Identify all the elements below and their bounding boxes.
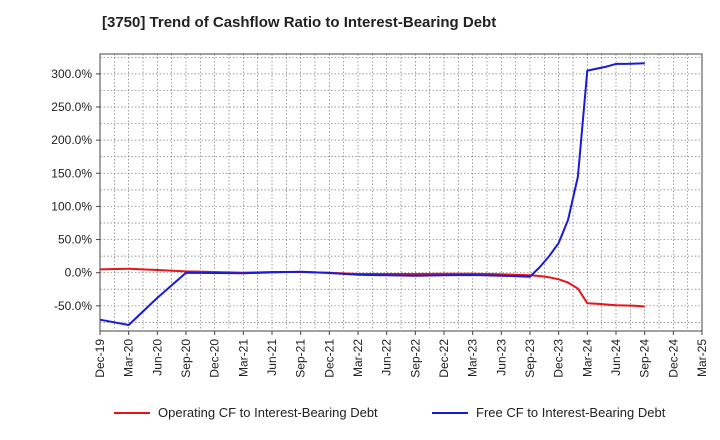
legend-swatch-operating-cf xyxy=(114,411,150,414)
y-tick-label: 100.0% xyxy=(51,199,92,213)
x-tick-label: Jun-20 xyxy=(150,339,164,376)
y-axis-ticks: -50.0% 0.0% 50.0% 100.0% 150.0% 200.0% 250.0% 3… xyxy=(51,67,100,313)
y-tick-label: 300.0% xyxy=(51,67,92,81)
x-tick-label: Dec-20 xyxy=(208,339,222,378)
series-layer xyxy=(99,62,645,326)
y-tick-label: 50.0% xyxy=(58,233,92,247)
legend-item-free-cf: Free CF to Interest-Bearing Debt xyxy=(432,405,665,420)
x-tick-label: Jun-21 xyxy=(265,339,279,376)
grid xyxy=(99,54,703,331)
legend-label-free-cf: Free CF to Interest-Bearing Debt xyxy=(476,405,666,420)
x-tick-label: Dec-21 xyxy=(322,339,336,378)
x-tick-label: Sep-21 xyxy=(294,339,308,378)
x-tick-label: Jun-22 xyxy=(380,339,394,376)
x-tick-label: Sep-23 xyxy=(523,339,537,378)
x-tick-label: Mar-22 xyxy=(351,339,365,377)
y-tick-label: 200.0% xyxy=(51,133,92,147)
plot-frame xyxy=(99,53,703,332)
legend-item-operating-cf: Operating CF to Interest-Bearing Debt xyxy=(114,405,378,420)
x-tick-label: Dec-24 xyxy=(666,339,680,378)
x-tick-label: Mar-23 xyxy=(466,339,480,377)
y-tick-label: 250.0% xyxy=(51,100,92,114)
y-tick-label: 150.0% xyxy=(51,166,92,180)
x-tick-label: Sep-24 xyxy=(638,339,652,378)
y-tick-label: 0.0% xyxy=(65,266,93,280)
y-tick-label: -50.0% xyxy=(54,299,92,313)
x-tick-label: Mar-20 xyxy=(122,339,136,377)
x-tick-label: Dec-19 xyxy=(93,339,107,378)
x-tick-label: Mar-24 xyxy=(580,339,594,377)
x-tick-label: Mar-25 xyxy=(695,339,709,377)
chart-title: [3750] Trend of Cashflow Ratio to Intere… xyxy=(102,14,497,31)
legend-swatch-free-cf xyxy=(432,411,468,414)
x-tick-label: Jun-24 xyxy=(609,339,623,376)
x-tick-label: Sep-22 xyxy=(408,339,422,378)
series-line-free-cf xyxy=(99,62,645,326)
x-axis-ticks: Dec-19 Mar-20 Jun-20 Sep-20 Dec-20 Mar-21 Jun-… xyxy=(93,331,709,378)
x-tick-label: Sep-20 xyxy=(179,339,193,378)
legend-label-operating-cf: Operating CF to Interest-Bearing Debt xyxy=(158,405,378,420)
x-tick-label: Dec-23 xyxy=(552,339,566,378)
x-tick-label: Mar-21 xyxy=(236,339,250,377)
legend: Operating CF to Interest-Bearing Debt Fr… xyxy=(0,405,720,425)
x-tick-label: Dec-22 xyxy=(437,339,451,378)
x-tick-label: Jun-23 xyxy=(494,339,508,376)
